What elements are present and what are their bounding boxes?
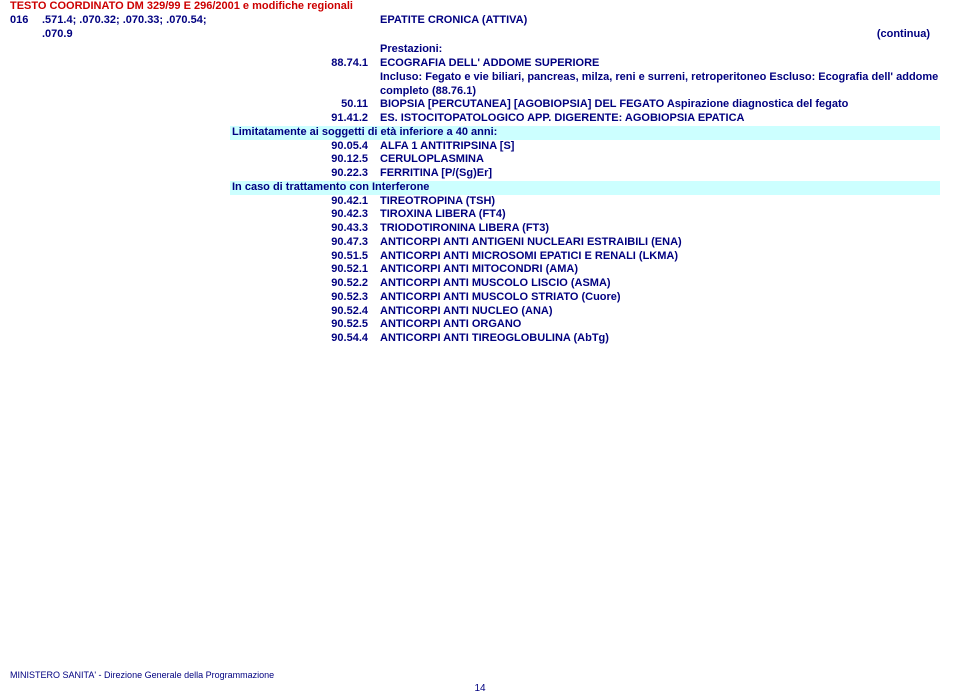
item-desc: TIREOTROPINA (TSH) [380, 195, 950, 209]
item-desc: ANTICORPI ANTI MUSCOLO LISCIO (ASMA) [380, 277, 950, 291]
item-desc: ANTICORPI ANTI TIREOGLOBULINA (AbTg) [380, 332, 950, 346]
item-desc: ANTICORPI ANTI MUSCOLO STRIATO (Cuore) [380, 291, 950, 305]
footer-text: MINISTERO SANITA' - Direzione Generale d… [10, 670, 274, 680]
item-desc: BIOPSIA [PERCUTANEA] [AGOBIOPSIA] DEL FE… [380, 98, 950, 112]
item-code: 50.11 [10, 98, 380, 112]
item-desc: FERRITINA [P/(Sg)Er] [380, 167, 950, 181]
doc-title: TESTO COORDINATO DM 329/99 E 296/2001 e … [10, 0, 950, 14]
item-code: 90.47.3 [10, 236, 380, 250]
item-code: 90.42.1 [10, 195, 380, 209]
highlight-band: In caso di trattamento con Interferone [230, 181, 940, 195]
prestazioni-label: Prestazioni: [380, 43, 950, 57]
item-code: 90.52.3 [10, 291, 380, 305]
item-code: 90.42.3 [10, 208, 380, 222]
item-code: 90.54.4 [10, 332, 380, 346]
item-code: 90.22.3 [10, 167, 380, 181]
item-code: 88.74.1 [10, 57, 380, 71]
item-code: 90.05.4 [10, 140, 380, 154]
item-desc: ANTICORPI ANTI MITOCONDRI (AMA) [380, 263, 950, 277]
item-desc: ALFA 1 ANTITRIPSINA [S] [380, 140, 950, 154]
item-desc: ECOGRAFIA DELL' ADDOME SUPERIORE [380, 57, 950, 71]
item-desc: TIROXINA LIBERA (FT4) [380, 208, 950, 222]
item-code: 90.12.5 [10, 153, 380, 167]
item-code: 90.43.3 [10, 222, 380, 236]
item-code: 90.52.2 [10, 277, 380, 291]
item-code: 91.41.2 [10, 112, 380, 126]
item-code: 90.52.1 [10, 263, 380, 277]
continua-label: (continua) [380, 28, 950, 42]
item-desc: ANTICORPI ANTI ANTIGENI NUCLEARI ESTRAIB… [380, 236, 950, 250]
item-desc: TRIODOTIRONINA LIBERA (FT3) [380, 222, 950, 236]
item-code: 90.52.4 [10, 305, 380, 319]
item-desc: ANTICORPI ANTI MICROSOMI EPATICI E RENAL… [380, 250, 950, 264]
item-desc: Incluso: Fegato e vie biliari, pancreas,… [380, 71, 950, 99]
page-number: 14 [474, 683, 485, 694]
item-desc: ANTICORPI ANTI NUCLEO (ANA) [380, 305, 950, 319]
highlight-band: Limitatamente ai soggetti di età inferio… [230, 126, 940, 140]
disease-name: EPATITE CRONICA (ATTIVA) [380, 14, 950, 28]
sub-codes-2: .070.9 [42, 28, 380, 42]
item-desc: ANTICORPI ANTI ORGANO [380, 318, 950, 332]
item-desc: CERULOPLASMINA [380, 153, 950, 167]
main-code: 016 [10, 14, 42, 28]
sub-codes-1: .571.4; .070.32; .070.33; .070.54; [42, 14, 380, 28]
item-code: 90.52.5 [10, 318, 380, 332]
item-desc: ES. ISTOCITOPATOLOGICO APP. DIGERENTE: A… [380, 112, 950, 126]
item-code: 90.51.5 [10, 250, 380, 264]
